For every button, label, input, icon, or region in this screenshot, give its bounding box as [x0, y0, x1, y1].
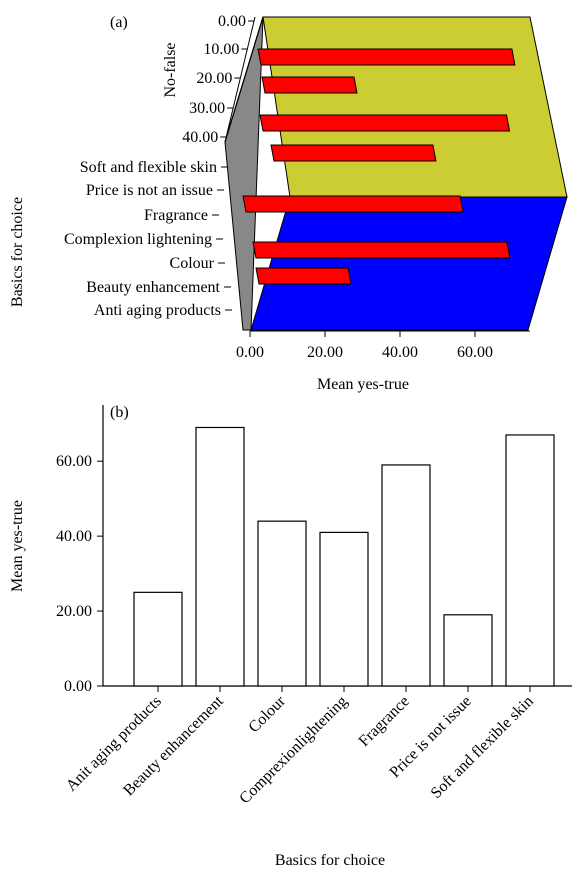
panel-a-x-tick-label: 0.00: [236, 344, 264, 361]
panel-a-category-label: Colour: [170, 255, 215, 272]
panel-b-bar: [505, 434, 555, 687]
panel-b-category-label: Colour: [245, 692, 289, 736]
panel-b-y-axis-title: Mean yes-true: [9, 500, 26, 592]
panel-a-z-tick-label: 40.00: [182, 129, 218, 146]
panel-a-category-label: Complexion lightening: [64, 231, 212, 248]
panel-a-bar: [255, 267, 352, 285]
panel-b-y-tick-label: 40.00: [56, 528, 92, 545]
panel-a-z-axis-line: [224, 16, 256, 143]
panel-b-bar: [319, 531, 369, 687]
panel-a-3d-bar-chart: (a) 0.00 10.00 20.00 30.00 40.00 No-false So…: [9, 13, 568, 393]
panel-a-z-axis-title: No-false: [162, 42, 179, 97]
panel-a-back-wall: [262, 16, 568, 198]
panel-a-z-tick-label: 30.00: [189, 100, 225, 117]
panel-a-x-axis: 0.00 20.00 40.00 60.00: [236, 330, 530, 361]
panel-b-y-tick-label: 0.00: [64, 678, 92, 695]
panel-a-category-labels: Soft and flexible skin Price is not an is…: [64, 159, 232, 319]
panel-b-label: (b): [110, 404, 129, 421]
panel-b-bars: [133, 426, 555, 687]
panel-b-category-label: Comprexionlightening: [236, 693, 350, 807]
panel-a-label: (a): [110, 14, 128, 31]
panel-a-bars: [242, 48, 516, 285]
panel-a-x-tick-label: 20.00: [307, 344, 343, 361]
panel-a-x-tick-label: 60.00: [457, 344, 493, 361]
panel-a-x-axis-title: Mean yes-true: [317, 376, 409, 393]
panel-b-y-tick-label: 60.00: [56, 453, 92, 470]
panel-a-bar: [252, 241, 511, 259]
panel-b-bar: [195, 426, 245, 687]
panel-a-floor: [250, 196, 568, 331]
panel-a-bar: [259, 114, 511, 132]
panel-b-bar: [443, 614, 493, 687]
panel-a-frame-edge: [224, 16, 264, 143]
panel-a-x-tick-label: 40.00: [382, 344, 418, 361]
panel-b-bar-chart: (b) 0.00 20.00 40.00 60.00 Anit aging produ…: [9, 404, 572, 869]
panel-b-bar: [133, 591, 183, 687]
panel-b-category-label: Soft and flexible skin: [428, 693, 537, 802]
panel-a-category-label: Fragrance: [144, 207, 208, 224]
panel-a-z-tick-label: 10.00: [203, 41, 239, 58]
panel-a-category-label: Soft and flexible skin: [80, 159, 217, 176]
panel-a-bar: [242, 195, 464, 213]
panel-a-z-axis: 0.00 10.00 20.00 30.00 40.00: [182, 13, 256, 146]
panel-b-y-axis: 0.00 20.00 40.00 60.00: [56, 453, 103, 695]
panel-a-bar: [257, 48, 516, 66]
panel-a-category-label: Price is not an issue: [86, 182, 213, 199]
panel-a-z-tick-label: 20.00: [196, 70, 232, 87]
panel-b-y-tick-label: 20.00: [56, 603, 92, 620]
panel-a-bar: [261, 76, 358, 94]
panel-b-bar: [381, 464, 431, 687]
panel-a-y-axis-title: Basics for choice: [9, 197, 26, 307]
panel-a-z-tick-label: 0.00: [218, 13, 246, 30]
panel-a-bar: [270, 144, 437, 162]
panel-a-category-label: Anti aging products: [94, 302, 221, 319]
panel-b-x-axis-title: Basics for choice: [275, 852, 385, 869]
panel-b-category-label: Fragrance: [356, 693, 413, 750]
panel-b-bar: [257, 520, 307, 687]
panel-a-category-label: Beauty enhancement: [86, 279, 220, 296]
